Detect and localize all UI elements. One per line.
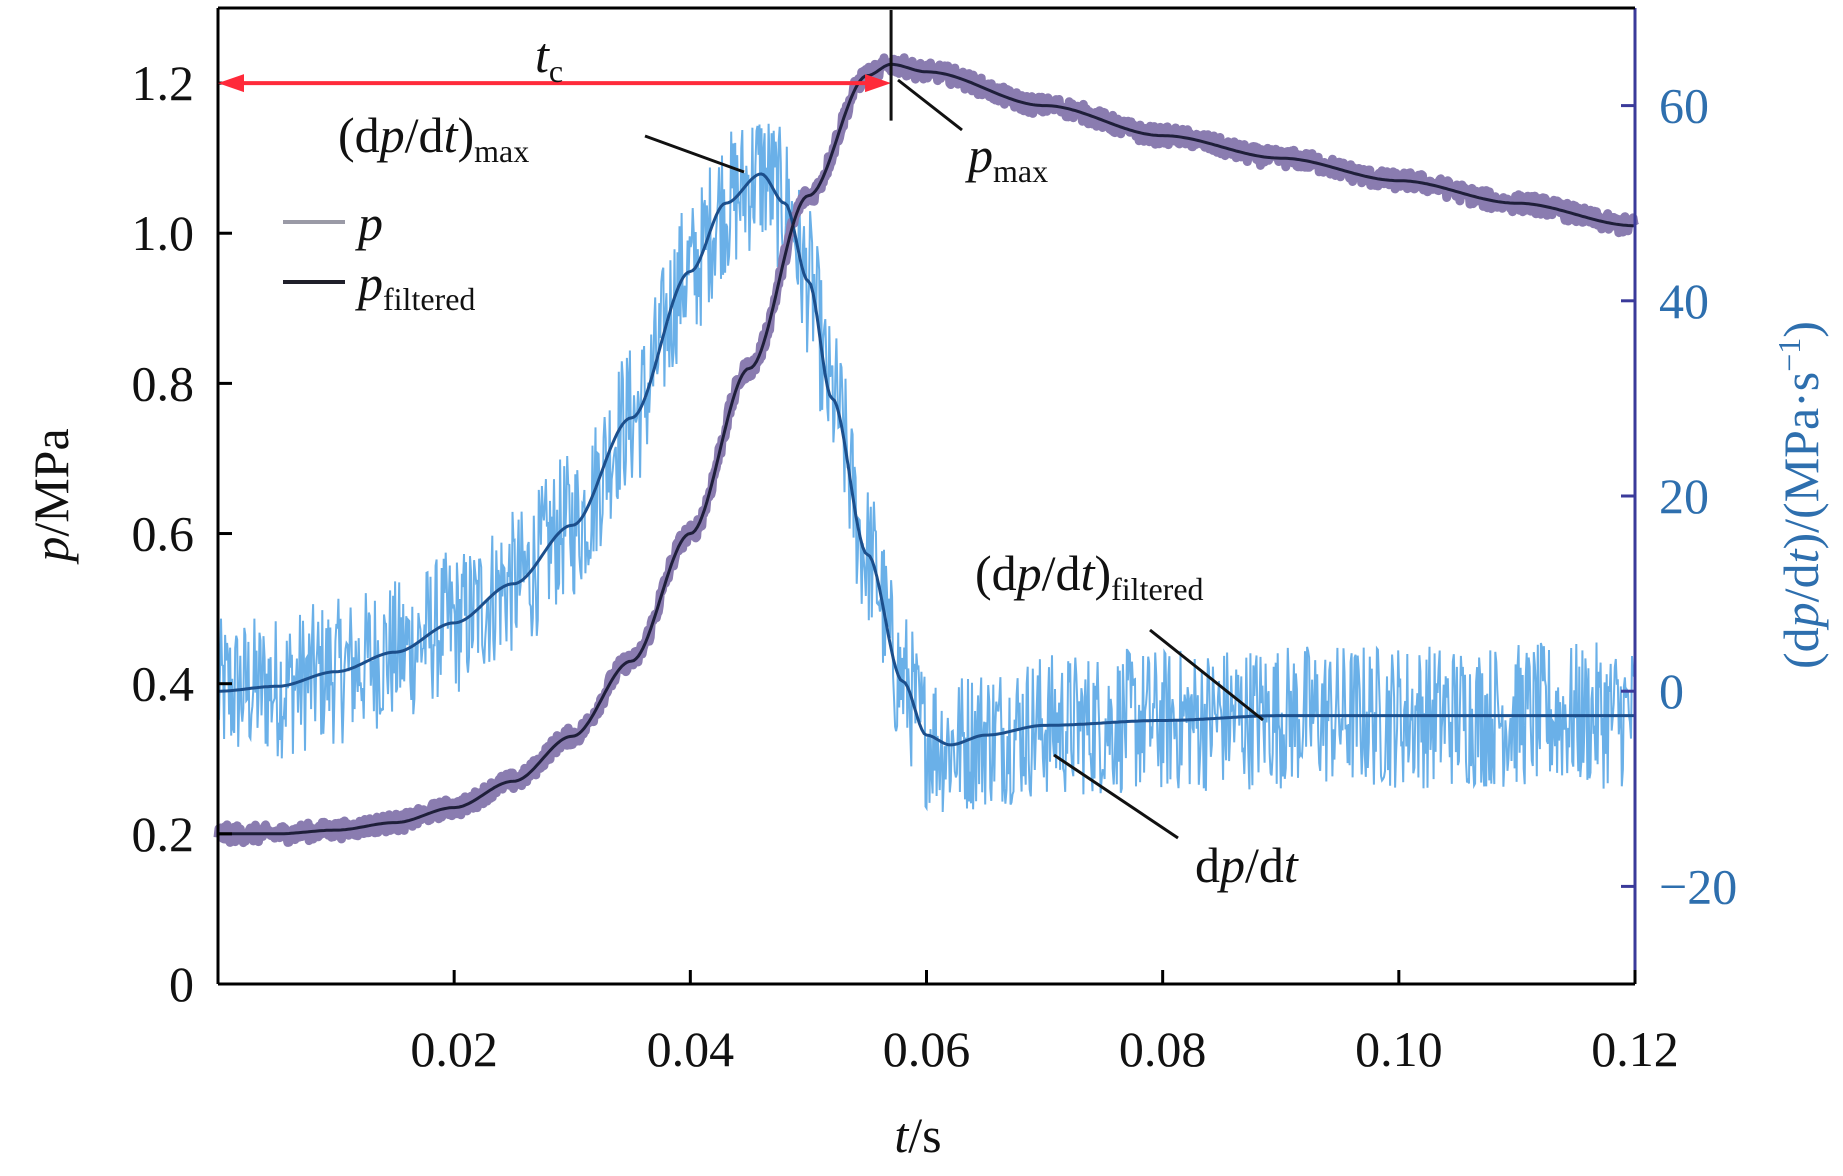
legend-label-p-filtered-sub: filtered [383, 281, 475, 317]
left-y-tick-label: 0 [169, 956, 194, 1012]
leader-dpdt [1053, 753, 1179, 840]
right-y-axis-close: ) [1773, 321, 1829, 338]
p-filtered-line [218, 62, 1635, 836]
annotation-dpdt-max-pre: (d [338, 107, 380, 163]
annotation-dpdt-filtered-var2: t [1081, 545, 1096, 601]
legend-label-p-var: p [355, 195, 383, 251]
legend-label-p-filtered: pfiltered [355, 255, 475, 317]
left-y-tick-label: 1.2 [132, 55, 195, 111]
annotations [218, 10, 1264, 840]
right-y-axis-var1: p [1773, 602, 1829, 630]
annotation-dpdt-var: p [1217, 837, 1245, 893]
x-tick-label: 0.06 [883, 1021, 971, 1077]
leader-p-max [897, 78, 963, 132]
t-c-arrow-head-right [865, 74, 892, 93]
annotation-dpdt: dp/dt [1195, 837, 1299, 893]
right-y-axis-sup: −1 [1771, 338, 1807, 372]
x-axis-unit: /s [908, 1107, 941, 1163]
annotation-t-c-var: t [535, 27, 550, 83]
x-tick-label: 0.08 [1119, 1021, 1207, 1077]
dpdt-filtered-line [218, 172, 1635, 747]
x-tick-label: 0.10 [1355, 1021, 1443, 1077]
annotation-dpdt-max-sub: max [474, 133, 529, 169]
annotation-p-max-var: p [965, 127, 993, 183]
t-c-arrow-head-left [218, 74, 244, 93]
x-tick-label: 0.12 [1591, 1021, 1679, 1077]
annotation-t-c: tc [535, 27, 563, 89]
right-y-axis-title: (dp/dt)/(MPa·s−1) [1771, 321, 1829, 669]
annotation-p-max-sub: max [993, 153, 1048, 189]
annotation-dpdt-filtered-post: ) [1094, 545, 1111, 601]
annotation-dpdt-max: (dp/dt)max [338, 107, 529, 169]
left-y-tick-label: 0.6 [132, 506, 195, 562]
dpdt-raw-line [217, 123, 1636, 813]
x-axis-var: t [894, 1107, 909, 1163]
x-tick-label: 0.04 [647, 1021, 735, 1077]
annotation-t-c-sub: c [549, 53, 563, 89]
left-y-axis-unit: /MPa [23, 428, 79, 536]
tick-labels: 0.02 0.04 0.06 0.08 0.10 0.12 0 0.2 0.4 0.6 0.8 1.0… [132, 55, 1738, 1077]
legend-label-p: p [355, 195, 383, 251]
right-y-tick-label: 40 [1659, 273, 1709, 329]
legend: p pfiltered [283, 195, 475, 317]
annotation-dpdt-filtered-mid: /d [1042, 545, 1081, 601]
annotation-dpdt-max-mid: /d [405, 107, 444, 163]
annotation-dpdt-filtered-var: p [1014, 545, 1042, 601]
left-y-tick-label: 0.8 [132, 355, 195, 411]
right-y-axis-var2: t [1773, 548, 1829, 563]
filtered-signals [218, 62, 1635, 836]
right-y-axis-post: )/(MPa·s [1773, 372, 1829, 550]
axes [216, 6, 1637, 986]
annotation-dpdt-max-var2: t [444, 107, 459, 163]
left-y-axis-title: p/MPa [23, 428, 79, 564]
annotation-dpdt-filtered-sub: filtered [1111, 571, 1203, 607]
annotation-dpdt-filtered: (dp/dt)filtered [975, 545, 1204, 607]
annotation-dpdt-var2: t [1284, 837, 1299, 893]
right-y-tick-label: 20 [1659, 468, 1709, 524]
right-y-axis-pre: (d [1773, 627, 1829, 669]
right-y-tick-label: 60 [1659, 78, 1709, 134]
annotation-dpdt-mid: /d [1245, 837, 1284, 893]
x-axis-title: t/s [894, 1107, 941, 1163]
raw-signals [213, 53, 1639, 848]
leader-dpdt-max [644, 134, 745, 174]
left-y-tick-label: 0.4 [132, 656, 195, 712]
right-y-axis-mid: /d [1773, 563, 1829, 602]
annotation-dpdt-pre: d [1195, 837, 1220, 893]
left-y-tick-label: 1.0 [132, 205, 195, 261]
legend-label-p-filtered-var: p [355, 255, 383, 311]
left-y-axis-var: p [23, 537, 79, 565]
leader-dpdt-filtered [1149, 628, 1264, 722]
annotation-dpdt-max-post: ) [457, 107, 474, 163]
annotation-dpdt-filtered-pre: (d [975, 545, 1017, 601]
right-y-tick-label: 0 [1659, 663, 1684, 719]
annotation-p-max: pmax [965, 127, 1048, 189]
left-y-tick-label: 0.2 [132, 806, 195, 862]
right-y-tick-label: −20 [1659, 858, 1737, 914]
x-tick-label: 0.02 [410, 1021, 498, 1077]
annotation-dpdt-max-var: p [377, 107, 405, 163]
